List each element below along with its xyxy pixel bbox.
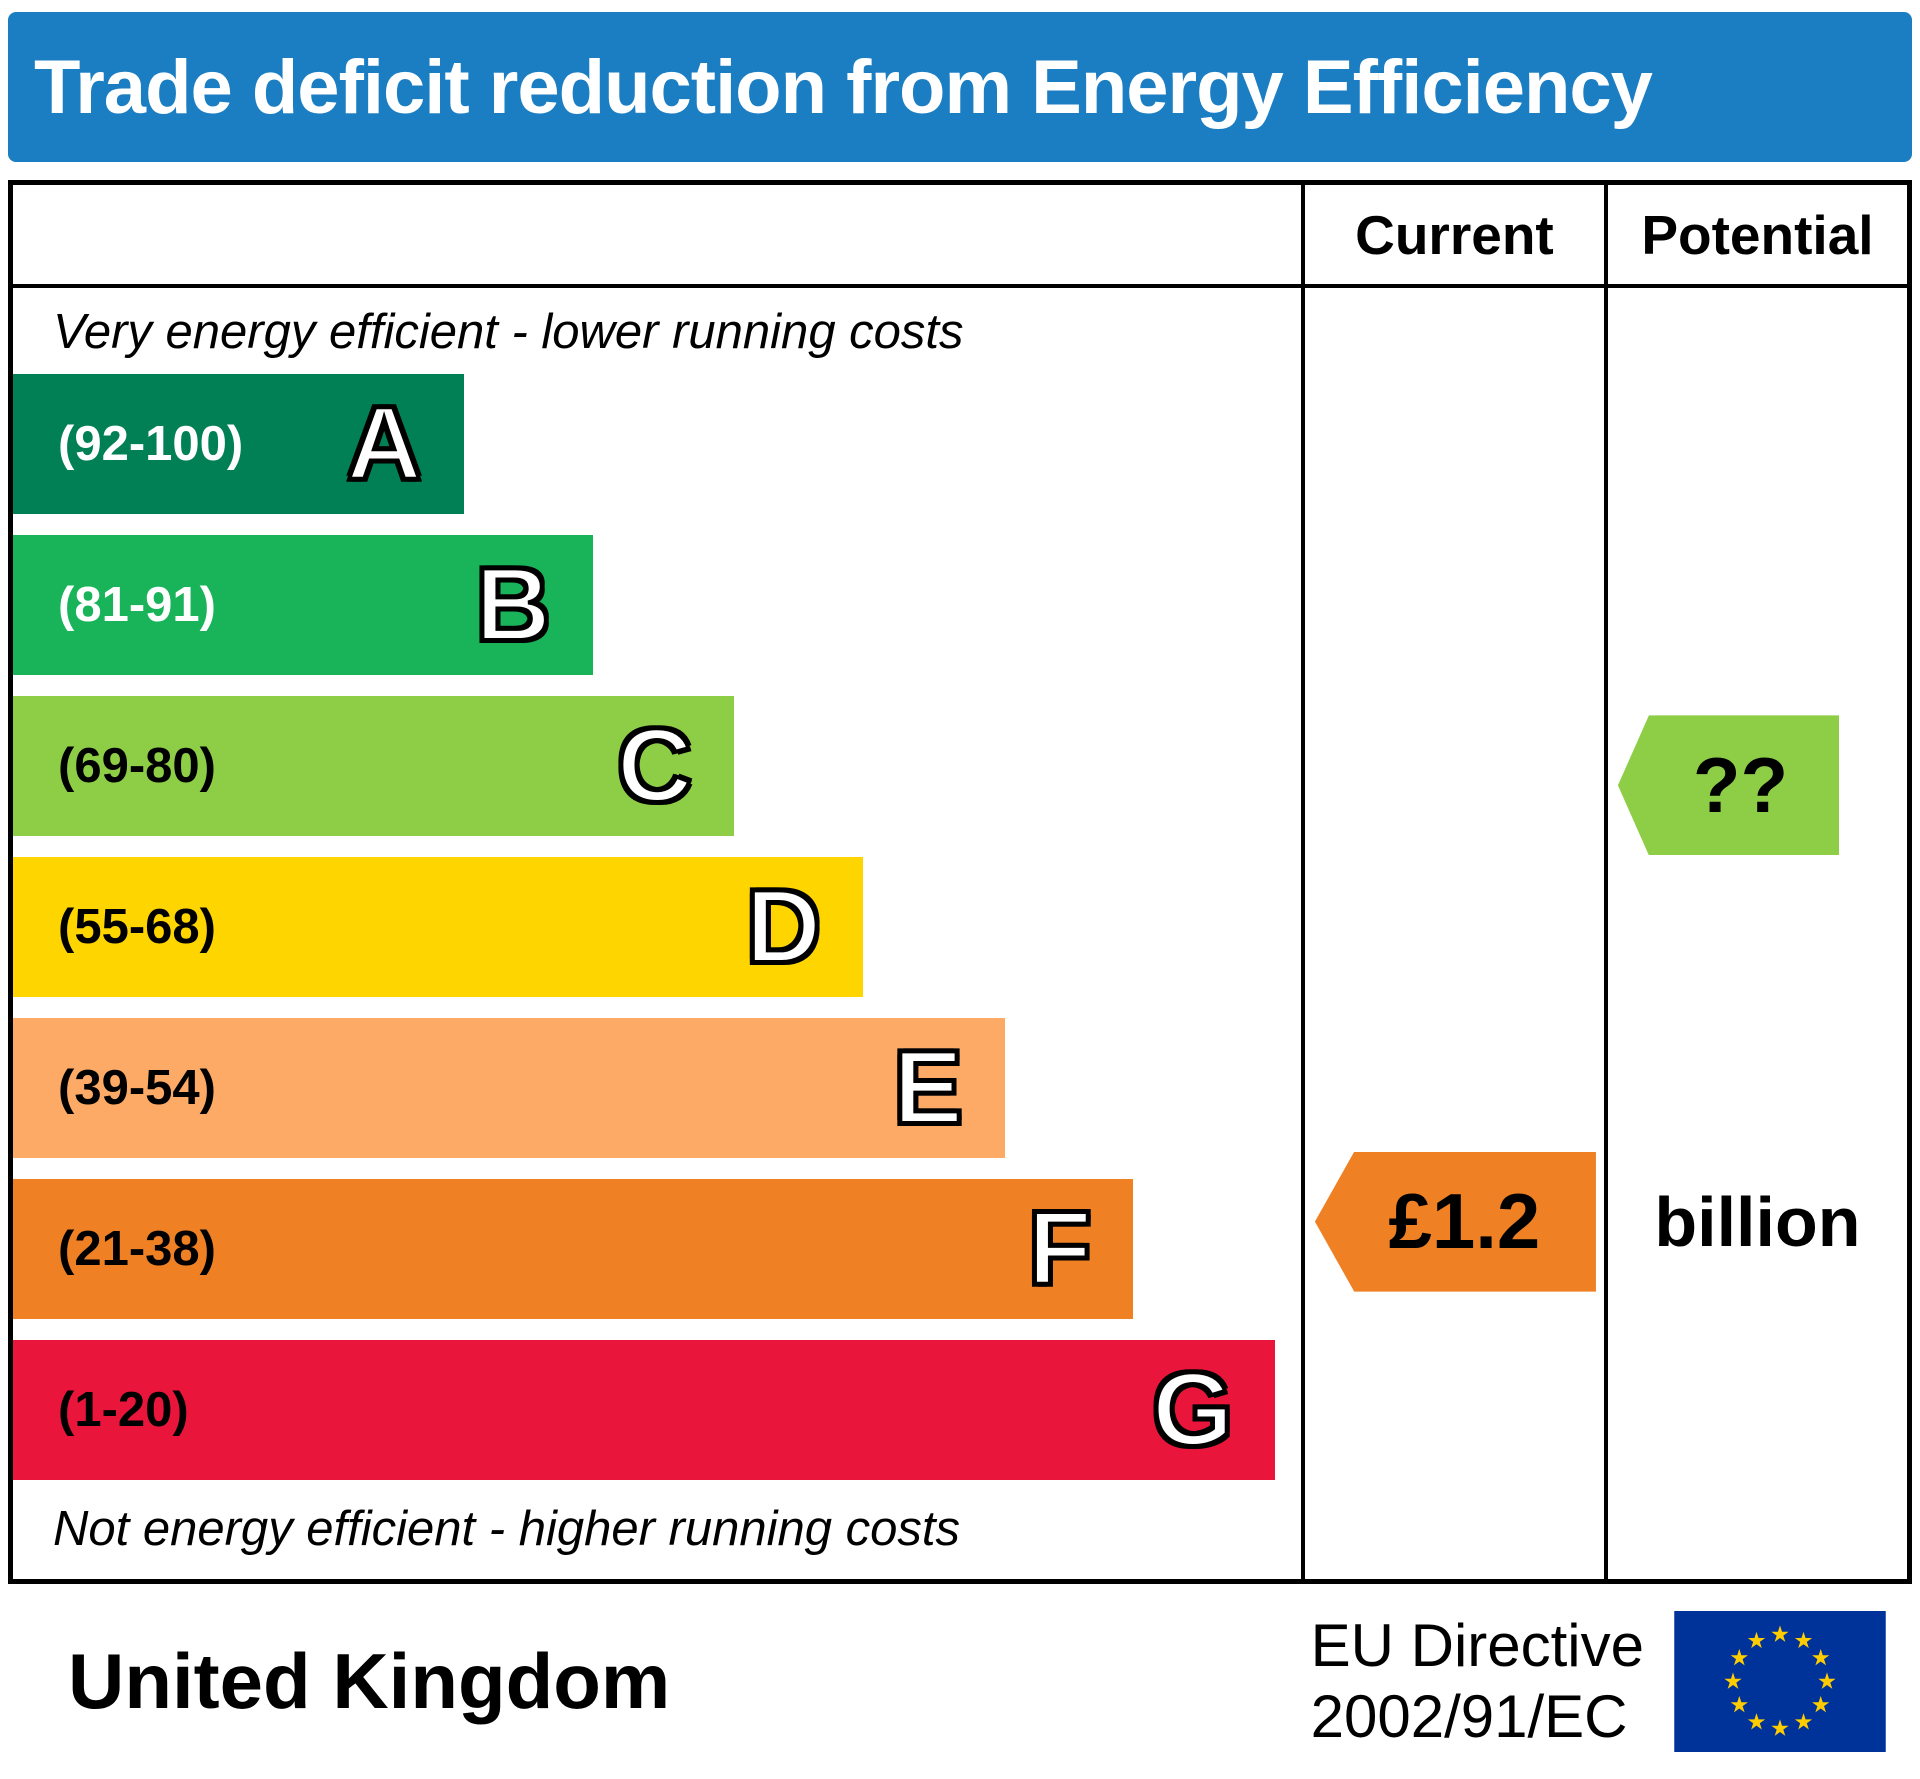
band-e: (39-54) E [13,1018,1005,1158]
band-a: (92-100) A [13,374,464,514]
efficient-note-bottom: Not energy efficient - higher running co… [53,1502,960,1556]
page-title: Trade deficit reduction from Energy Effi… [34,44,1653,130]
band-b-letter: B [473,547,552,663]
eu-directive-label: EU Directive 2002/91/EC [1311,1611,1644,1753]
band-f-letter: F [1026,1191,1094,1307]
bands-area: Very energy efficient - lower running co… [13,288,1301,1579]
title-bar: Trade deficit reduction from Energy Effi… [8,12,1912,162]
current-column: £1.2 [1300,288,1604,1579]
band-d-letter: D [744,869,823,985]
energy-rating-chart: Current Potential Very energy efficient … [8,180,1912,1584]
band-f: (21-38) F [13,1179,1134,1319]
band-d-range: (55-68) [58,900,216,954]
band-c-range: (69-80) [58,739,216,793]
band-d: (55-68) D [13,857,864,997]
current-column-header: Current [1300,185,1604,284]
potential-column-header: Potential [1603,185,1907,284]
current-marker-arrow: £1.2 [1314,1151,1596,1292]
band-b: (81-91) B [13,535,593,675]
header-spacer [13,185,1301,284]
eu-directive-line2: 2002/91/EC [1310,1682,1628,1750]
band-c-letter: C [615,708,694,824]
efficient-note-top: Very energy efficient - lower running co… [53,305,964,359]
potential-marker-arrow: ?? [1617,715,1840,856]
country-label: United Kingdom [68,1637,671,1725]
band-a-range: (92-100) [58,417,244,471]
chart-header-row: Current Potential [13,185,1907,288]
band-g: (1-20) G [13,1340,1276,1480]
band-g-letter: G [1150,1352,1235,1468]
footer: United Kingdom EU Directive 2002/91/EC [8,1584,1912,1779]
band-e-letter: E [891,1030,964,1146]
band-e-range: (39-54) [58,1061,216,1115]
potential-column: ?? billion [1603,288,1907,1579]
billion-label: billion [1654,1182,1861,1261]
eu-directive-line1: EU Directive [1310,1611,1644,1679]
current-marker-value: £1.2 [1388,1177,1541,1266]
band-f-range: (21-38) [58,1222,216,1276]
band-g-range: (1-20) [58,1383,189,1437]
chart-body: Very energy efficient - lower running co… [13,288,1907,1579]
band-c: (69-80) C [13,696,735,836]
band-b-range: (81-91) [58,578,216,632]
potential-marker-value: ?? [1692,740,1789,829]
band-a-letter: A [345,386,424,502]
eu-flag-icon [1674,1611,1886,1752]
